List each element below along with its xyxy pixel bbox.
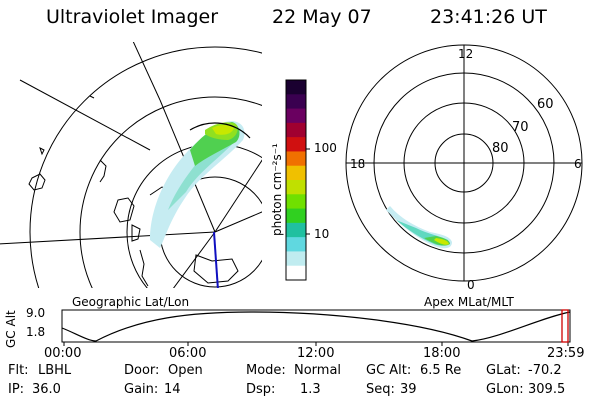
geographic-map	[0, 42, 262, 288]
aurora-emission-mag	[386, 206, 452, 249]
status-glat-value: -70.2	[528, 363, 562, 378]
time-label: 23:41:26 UT	[430, 6, 547, 28]
mlat-ring-70: 70	[512, 120, 529, 135]
colorbar-segment	[286, 165, 306, 181]
colorbar-tick-100: 100	[314, 141, 337, 155]
current-time-marker	[561, 309, 569, 343]
aurora-emission-geo	[150, 121, 245, 248]
colorbar-segment	[286, 94, 306, 110]
mlt-label-6: 6	[574, 157, 582, 171]
mlat-ring-60: 60	[537, 97, 554, 112]
mlt-label-18: 18	[350, 157, 366, 171]
timeline-tick-2359: 23:59	[547, 346, 585, 361]
status-dsp-value: 1.3	[300, 382, 321, 397]
colorbar-segment	[286, 180, 306, 195]
status-gcalt-value: 6.5 Re	[420, 363, 462, 378]
status-seq-label: Seq:	[366, 382, 395, 397]
status-glon-value: 309.5	[528, 382, 566, 397]
colorbar-segment	[286, 222, 306, 238]
status-mode-label: Mode:	[246, 363, 286, 378]
timeline-y-top: 9.0	[26, 306, 46, 320]
polar-plot	[345, 44, 583, 282]
colorbar-segment	[286, 237, 306, 252]
date-label: 22 May 07	[272, 6, 372, 28]
colorbar-segment	[286, 80, 306, 95]
status-door-label: Door:	[124, 363, 160, 378]
colorbar-segment	[286, 265, 306, 281]
status-seq-value: 39	[400, 382, 417, 397]
colorbar-segment	[286, 151, 306, 167]
status-ip-value: 36.0	[32, 382, 61, 397]
timeline-tick-0600: 06:00	[169, 346, 207, 361]
status-gain-label: Gain:	[124, 382, 159, 397]
status-ip-label: IP:	[8, 382, 25, 397]
colorbar-segment	[286, 137, 306, 152]
mlt-label-0: 0	[467, 278, 475, 292]
status-glat-label: GLat:	[486, 363, 521, 378]
right-panel-caption: Apex MLat/MLT	[424, 295, 514, 309]
mlat-ring-80: 80	[492, 141, 509, 156]
colorbar-segment	[286, 251, 306, 267]
timeline-axis-label: GC Alt	[4, 310, 18, 348]
status-door-value: Open	[168, 363, 203, 378]
mlt-label-12: 12	[458, 47, 474, 61]
status-glon-label: GLon:	[486, 382, 524, 397]
timeline-tick-1800: 18:00	[423, 346, 461, 361]
status-flt-label: Flt:	[8, 363, 29, 378]
instrument-title: Ultraviolet Imager	[46, 6, 219, 28]
colorbar-segment	[286, 122, 306, 138]
timeline-y-bottom: 1.8	[26, 325, 46, 339]
status-dsp-label: Dsp:	[246, 382, 276, 397]
timeline-tick-1200: 12:00	[297, 346, 335, 361]
status-mode-value: Normal	[294, 363, 342, 378]
status-flt-value: LBHL	[38, 363, 72, 378]
status-gain-value: 14	[164, 382, 181, 397]
left-panel-caption: Geographic Lat/Lon	[72, 295, 190, 309]
colorbar-segment	[286, 108, 306, 124]
colorbar-segment	[286, 208, 306, 224]
status-gcalt-label: GC Alt:	[366, 363, 412, 378]
colorbar-segment	[286, 194, 306, 210]
colorbar-tick-10: 10	[314, 227, 330, 241]
altitude-timeline	[61, 309, 571, 346]
timeline-tick-0000: 00:00	[44, 346, 82, 361]
colorbar	[285, 79, 310, 281]
colorbar-unit-label: photon cm⁻²s⁻¹	[270, 143, 284, 236]
